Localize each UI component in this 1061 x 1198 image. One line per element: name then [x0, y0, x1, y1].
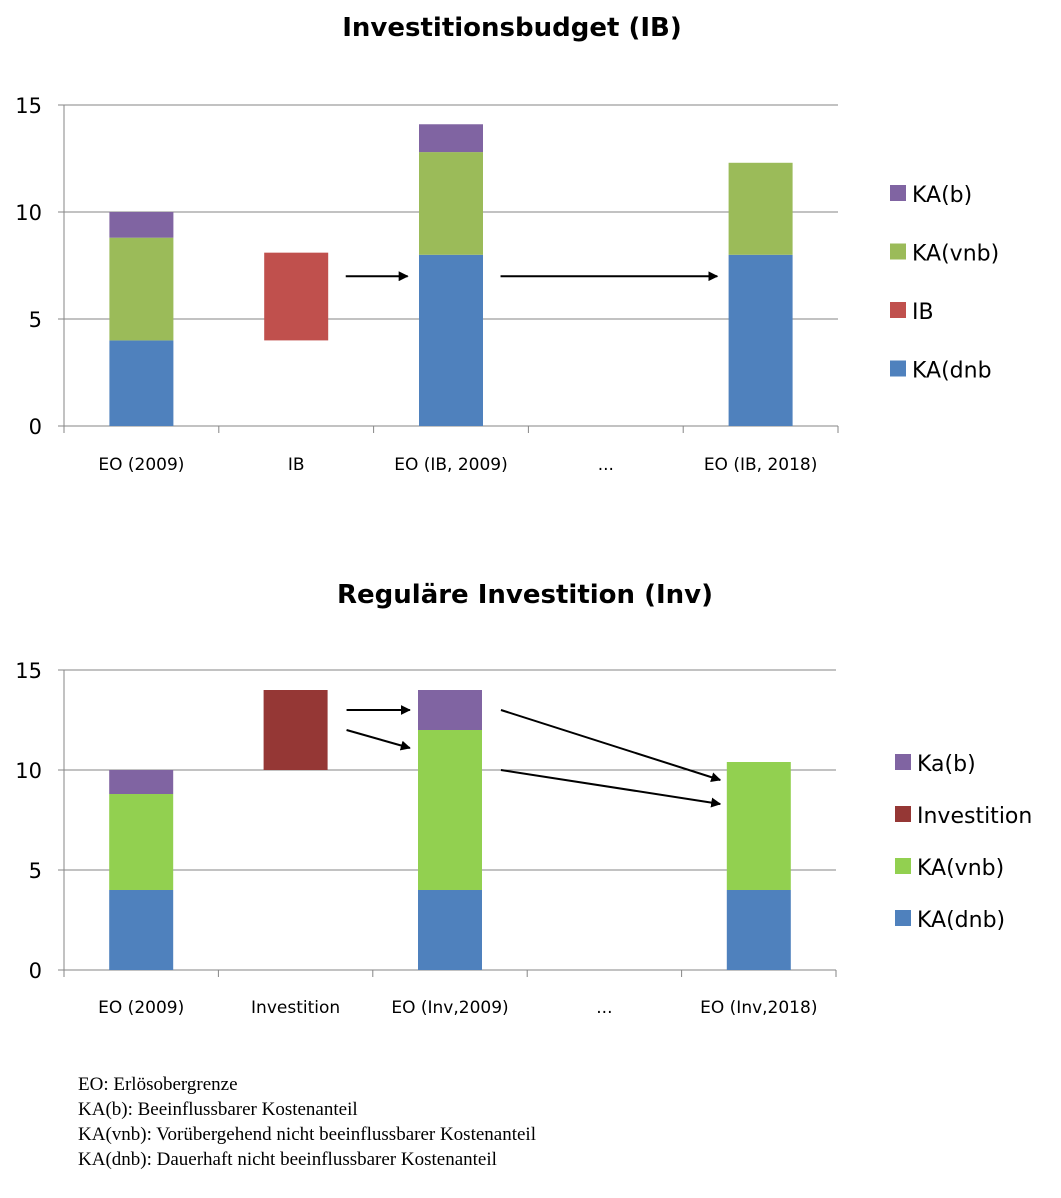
x-tick-label: EO (IB, 2009) — [394, 455, 508, 475]
bar-ka-vnb- — [728, 162, 793, 255]
y-tick-label: 15 — [15, 659, 42, 683]
x-tick-label: Investition — [251, 998, 340, 1018]
legend-swatch — [895, 754, 911, 770]
legend-label: KA(b) — [912, 183, 972, 208]
legend-swatch — [890, 302, 906, 318]
chart-title: Investitionsbudget (IB) — [342, 13, 682, 43]
legend-label: KA(dnb — [912, 359, 992, 384]
bar-ka-vnb- — [418, 730, 482, 890]
bar-ka-dnb — [109, 340, 174, 426]
legend-label: IB — [912, 300, 934, 325]
y-tick-label: 0 — [29, 415, 42, 439]
y-tick-label: 15 — [15, 94, 42, 118]
legend-label: KA(dnb) — [917, 908, 1005, 933]
x-tick-label: ... — [596, 998, 612, 1018]
x-tick-label: ... — [598, 455, 614, 475]
bar-ka-b- — [418, 690, 482, 730]
floating-bar-investition — [263, 690, 328, 770]
arrow — [500, 769, 722, 808]
legend-swatch — [890, 243, 906, 260]
footnote-ka-dnb: KA(dnb): Dauerhaft nicht beeinflussbarer… — [78, 1149, 497, 1170]
footnote-eo: EO: Erlösobergrenze — [78, 1074, 238, 1095]
x-tick-label: EO (IB, 2018) — [704, 455, 818, 475]
chart-2: Reguläre Investition (Inv) 0 5 10 15 EO (2009… — [15, 580, 1032, 1018]
x-tick-label: EO (Inv,2018) — [700, 998, 817, 1018]
x-tick-label: EO (2009) — [98, 998, 184, 1018]
y-tick-label: 10 — [15, 759, 42, 783]
chart-title: Reguläre Investition (Inv) — [337, 580, 713, 610]
floating-bar-ib — [264, 252, 329, 341]
x-tick-label: IB — [288, 455, 305, 475]
legend-swatch — [890, 185, 906, 201]
bar-ka-vnb- — [726, 762, 791, 890]
bar-ka-dnb — [419, 254, 483, 426]
legend-swatch — [895, 858, 911, 874]
legend-label: KA(vnb) — [917, 856, 1004, 881]
y-tick-label: 0 — [29, 959, 42, 983]
legend-swatch — [890, 360, 906, 377]
bar-ka-vnb- — [109, 794, 174, 890]
bar-ka-dnb- — [726, 890, 791, 970]
bar-ka-b- — [109, 212, 174, 238]
footnote-ka-b: KA(b): Beeinflussbarer Kostenanteil — [78, 1099, 358, 1120]
x-tick-label: EO (Inv,2009) — [391, 998, 508, 1018]
chart-1: Investitionsbudget (IB) 0 5 10 15 EO (2009) IB… — [15, 13, 999, 475]
y-tick-label: 10 — [15, 201, 42, 225]
charts-canvas: Investitionsbudget (IB) 0 5 10 15 EO (2009) IB… — [15, 13, 1032, 1018]
arrow — [346, 729, 411, 751]
legend-swatch — [895, 806, 911, 822]
legend-label: KA(vnb) — [912, 242, 999, 267]
footnotes: EO: Erlösobergrenze KA(b): Beeinflussbar… — [78, 1072, 536, 1172]
arrow — [500, 709, 722, 783]
bar-ka-vnb- — [109, 237, 174, 341]
y-tick-label: 5 — [29, 308, 42, 332]
bar-ka-b- — [109, 770, 174, 794]
bar-ka-vnb- — [419, 152, 483, 255]
bar-ka-dnb — [728, 254, 793, 426]
footnote-ka-vnb: KA(vnb): Vorübergehend nicht beeinflussb… — [78, 1124, 536, 1145]
bar-ka-b- — [419, 124, 483, 153]
x-tick-label: EO (2009) — [98, 455, 184, 475]
y-tick-label: 5 — [29, 859, 42, 883]
bar-ka-dnb- — [109, 890, 174, 970]
bar-ka-dnb- — [418, 890, 482, 970]
legend-swatch — [895, 910, 911, 926]
legend-label: Ka(b) — [917, 752, 976, 777]
legend-label: Investition — [917, 804, 1032, 829]
